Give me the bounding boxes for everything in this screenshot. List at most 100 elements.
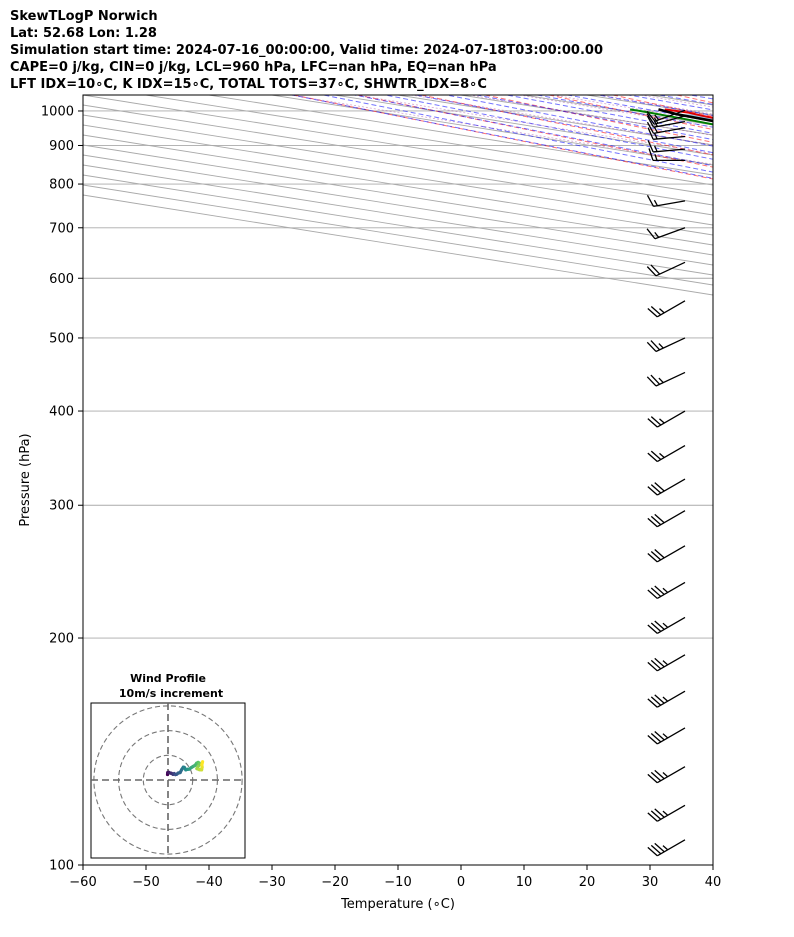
wind-barb-half-feather: [662, 660, 669, 666]
wind-barb: [647, 545, 686, 563]
wind-barb-feather: [654, 842, 665, 853]
wind-barb-half-feather: [662, 733, 669, 739]
wind-barb-staff: [654, 109, 686, 122]
dry-adiabat: [357, 95, 713, 168]
moist-adiabats: [291, 95, 794, 865]
moist-adiabat: [567, 95, 713, 122]
wind-barb-half-feather: [653, 132, 658, 140]
wind-barb-feather: [650, 659, 662, 670]
wind-barb-staff: [655, 337, 686, 353]
wind-barb-staff: [656, 478, 686, 496]
moist-adiabat: [385, 95, 713, 160]
wind-barb-half-feather: [662, 587, 669, 593]
location-line: Lat: 52.68 Lon: 1.28: [10, 26, 157, 41]
wind-barb-staff: [653, 200, 686, 208]
wind-barb-feather: [647, 698, 658, 708]
wind-barb-half-feather: [659, 452, 665, 459]
wind-barb-feather: [654, 657, 665, 668]
temperature-line: [664, 108, 713, 119]
x-tick-label: 20: [579, 875, 596, 890]
wind-barb-half-feather: [662, 845, 669, 851]
isotherm-line: [334, 95, 713, 156]
isotherm-line: [83, 144, 713, 246]
wind-barb: [647, 727, 686, 745]
wind-barb-feather: [647, 418, 658, 428]
wind-barb-feather: [647, 812, 658, 822]
wind-barb-feather: [654, 694, 665, 704]
isotherm-line: [83, 154, 713, 256]
x-tick-label: −60: [69, 875, 96, 890]
moist-adiabat: [354, 95, 713, 167]
moist-adiabat: [476, 95, 713, 141]
wind-barb-feather: [650, 550, 662, 561]
wind-barb-staff: [656, 616, 686, 634]
wind-barb: [647, 690, 686, 708]
wind-barb-feather: [654, 620, 665, 630]
isotherm-line: [83, 164, 713, 266]
wind-barb-feather: [654, 808, 665, 818]
moist-adiabat: [690, 95, 713, 100]
wind-barb-feather: [647, 735, 658, 745]
isotherm-line: [271, 95, 713, 166]
wind-barb-staff: [656, 727, 686, 745]
x-tick-label: 10: [516, 875, 533, 890]
y-tick-label: 200: [49, 632, 74, 647]
wind-barb-staff: [656, 545, 686, 563]
wind-barb-staff: [656, 690, 686, 708]
y-tick-label: 800: [49, 178, 74, 193]
wind-barb: [647, 410, 686, 428]
isotherm-line: [83, 174, 713, 276]
moist-adiabat: [659, 95, 713, 105]
wind-barb: [647, 654, 686, 672]
moist-adiabat: [597, 95, 713, 117]
hodograph-subtitle: 10m/s increment: [119, 687, 223, 700]
isotherm-line: [460, 95, 713, 136]
wind-barb: [647, 127, 686, 140]
wind-barb-half-feather: [653, 126, 658, 133]
wind-barb-feather: [650, 340, 661, 351]
wind-barb-half-feather: [658, 343, 664, 349]
wind-barb-feather: [647, 486, 658, 496]
wind-barb-half-feather: [662, 622, 669, 628]
moist-adiabat: [506, 95, 713, 134]
wind-barb-feather: [654, 731, 665, 741]
wind-barb: [646, 115, 686, 128]
moist-adiabat: [721, 95, 794, 865]
wind-barb-half-feather: [662, 772, 669, 778]
wind-barb-half-feather: [662, 696, 669, 702]
x-tick-label: 40: [705, 875, 722, 890]
wind-barb-staff: [656, 581, 686, 599]
wind-barb-feather: [650, 416, 662, 426]
wind-barb-half-feather: [654, 114, 660, 121]
wind-barb-staff: [656, 654, 686, 672]
wind-barb: [648, 148, 685, 162]
wind-barb: [647, 804, 686, 822]
wind-barb-staff: [656, 410, 686, 428]
wind-barb-feather: [647, 589, 658, 599]
wind-barb-half-feather: [653, 117, 659, 124]
wind-barb-feather: [646, 115, 655, 128]
wind-barb: [647, 581, 686, 599]
isotherm-line: [83, 134, 713, 236]
x-tick-label: 0: [457, 875, 465, 890]
wind-barb: [646, 121, 686, 134]
wind-barb-feather: [647, 661, 658, 672]
wind-barb-staff: [653, 135, 686, 140]
mixing-ratio-line: [469, 95, 713, 136]
isotherm-grid: [83, 95, 713, 296]
y-tick-label: 300: [49, 499, 74, 514]
wind-barb-feather: [647, 624, 658, 634]
wind-barb-half-feather: [662, 810, 669, 816]
moist-adiabat: [323, 95, 713, 173]
wind-barb-staff: [656, 804, 686, 822]
wind-barb-staff: [655, 371, 686, 387]
wind-barb-staff: [653, 127, 686, 134]
wind-barb-feather: [650, 733, 662, 743]
isotherm-line: [397, 95, 713, 146]
wind-barb: [646, 227, 686, 240]
wind-barb-feather: [654, 548, 665, 559]
wind-barb-staff: [656, 444, 686, 463]
y-tick-label: 400: [49, 405, 74, 420]
x-tick-label: −30: [258, 875, 285, 890]
